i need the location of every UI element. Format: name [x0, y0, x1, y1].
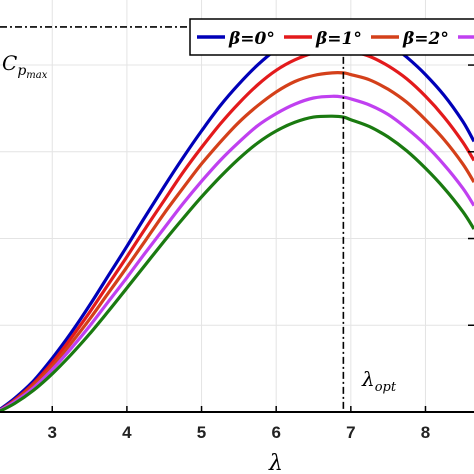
- x-tick-label-4: 7: [346, 423, 355, 442]
- legend-label-2: β=2°: [402, 29, 449, 49]
- lambda-opt-label: λopt: [361, 367, 397, 395]
- cp-max-label: Cpmax: [2, 51, 48, 81]
- x-tick-labels: 3 4 5 6 7 8: [48, 423, 431, 442]
- x-tick-label-2: 5: [197, 423, 206, 442]
- legend-label-0: β=0°: [228, 29, 275, 49]
- x-axis-label: λ: [268, 451, 283, 474]
- series-line-1: [0, 47, 474, 412]
- x-tick-label-5: 8: [421, 423, 430, 442]
- series-line-2: [0, 71, 474, 412]
- legend-box: [189, 18, 474, 56]
- cp-max-base: C: [2, 51, 17, 75]
- series-line-3: [0, 94, 474, 412]
- series-lines: [0, 24, 474, 413]
- cp-max-sub-max: max: [26, 70, 47, 81]
- x-tick-label-1: 4: [122, 423, 132, 442]
- axes: [0, 64, 474, 413]
- lambda-opt-sub: opt: [375, 380, 397, 395]
- lambda-opt-base: λ: [361, 367, 375, 391]
- legend-items: β=0°β=1°β=2°β=3°β=4°: [197, 29, 474, 49]
- legend: β=0°β=1°β=2°β=3°β=4°: [189, 18, 474, 56]
- series-line-4: [0, 114, 474, 413]
- x-tick-label-0: 3: [48, 423, 57, 442]
- legend-label-1: β=1°: [315, 29, 362, 49]
- cp-max-sub-p: p: [17, 63, 26, 79]
- x-tick-label-3: 6: [271, 423, 280, 442]
